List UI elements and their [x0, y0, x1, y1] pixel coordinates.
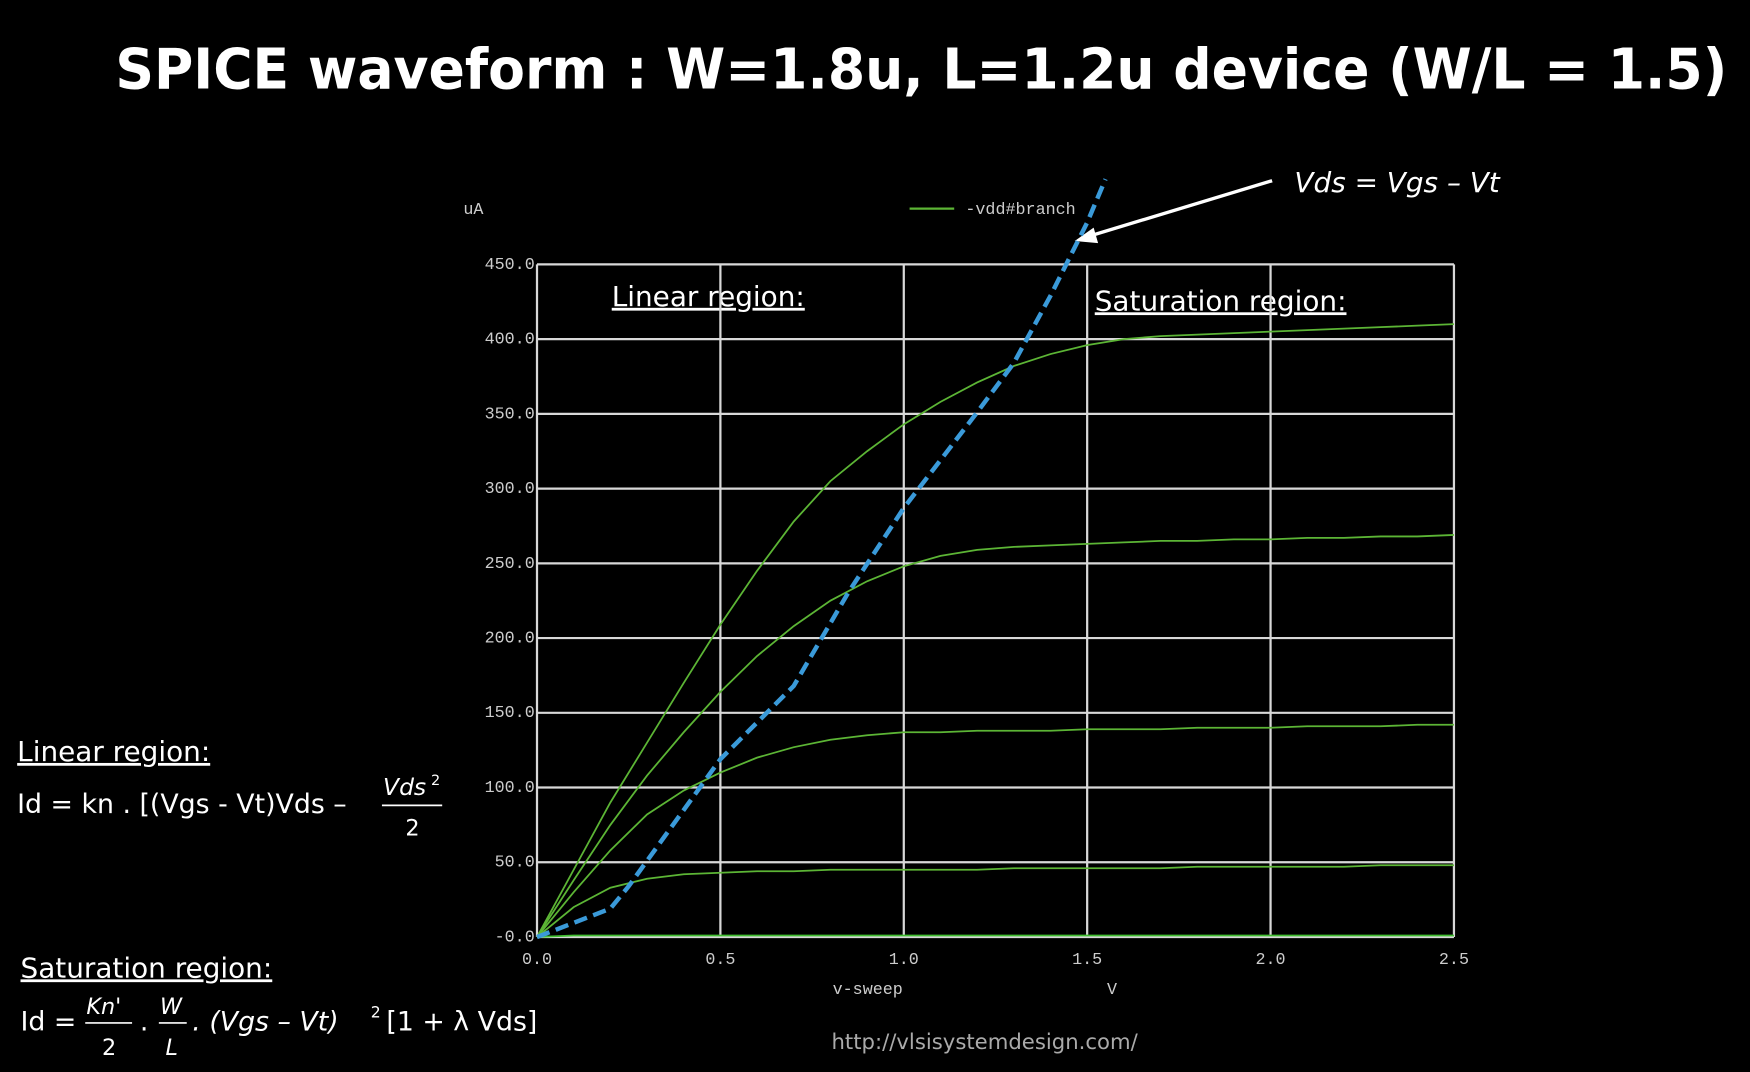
annotation: Saturation region:	[1095, 284, 1347, 317]
x-axis-label: v-sweep	[833, 981, 903, 1000]
formula-text: 2	[371, 1003, 381, 1021]
y-tick-label: -0.0	[495, 928, 535, 947]
formula-text: [1 + λ Vds]	[386, 1006, 537, 1037]
formula-text: .	[140, 1006, 149, 1037]
formula-text: Vds	[383, 773, 426, 801]
formula-text: L	[166, 1035, 178, 1061]
x-unit: V	[1107, 981, 1117, 1000]
formula-text: Kn'	[86, 994, 121, 1020]
x-tick-label: 1.5	[1072, 951, 1102, 970]
y-unit: uA	[463, 201, 484, 220]
series-line	[536, 723, 1454, 938]
formula-text: 2	[431, 773, 440, 789]
y-tick-label: 50.0	[495, 854, 535, 873]
arrow-head	[1074, 227, 1099, 244]
formula-text: . (Vgs – Vt)	[192, 1006, 338, 1037]
formula-text: W	[160, 994, 183, 1020]
y-tick-label: 150.0	[485, 704, 535, 723]
annotation: Linear region:	[612, 280, 805, 313]
formula-text: 2	[405, 815, 419, 841]
annotation: Vds = Vgs – Vt	[1294, 166, 1500, 199]
formula-text: Id =	[21, 1006, 77, 1037]
formula-heading: Saturation region:	[21, 951, 273, 984]
slide-title: SPICE waveform : W=1.8u, L=1.2u device (…	[115, 38, 1727, 103]
formula-text: 2	[102, 1035, 116, 1061]
series-line	[536, 864, 1454, 938]
series-line	[536, 178, 1108, 940]
x-tick-label: 2.5	[1439, 951, 1469, 970]
y-tick-label: 300.0	[485, 480, 535, 499]
y-tick-label: 450.0	[485, 256, 535, 275]
y-tick-label: 100.0	[485, 779, 535, 798]
y-tick-label: 400.0	[485, 331, 535, 350]
series-line	[536, 534, 1454, 938]
series-line	[536, 934, 1454, 938]
source-url: http://vlsisystemdesign.com/	[831, 1029, 1138, 1054]
x-tick-label: 0.5	[705, 951, 735, 970]
x-tick-label: 1.0	[889, 951, 919, 970]
y-tick-label: 350.0	[485, 405, 535, 424]
legend-label: -vdd#branch	[965, 201, 1075, 220]
formula-text: Id = kn . [(Vgs - Vt)Vds –	[17, 789, 346, 820]
formula-heading: Linear region:	[17, 735, 210, 768]
x-tick-label: 0.0	[522, 951, 552, 970]
series-line	[536, 323, 1454, 938]
y-tick-label: 200.0	[485, 629, 535, 648]
x-tick-label: 2.0	[1256, 951, 1286, 970]
y-tick-label: 250.0	[485, 555, 535, 574]
arrow-shaft	[1087, 179, 1273, 239]
